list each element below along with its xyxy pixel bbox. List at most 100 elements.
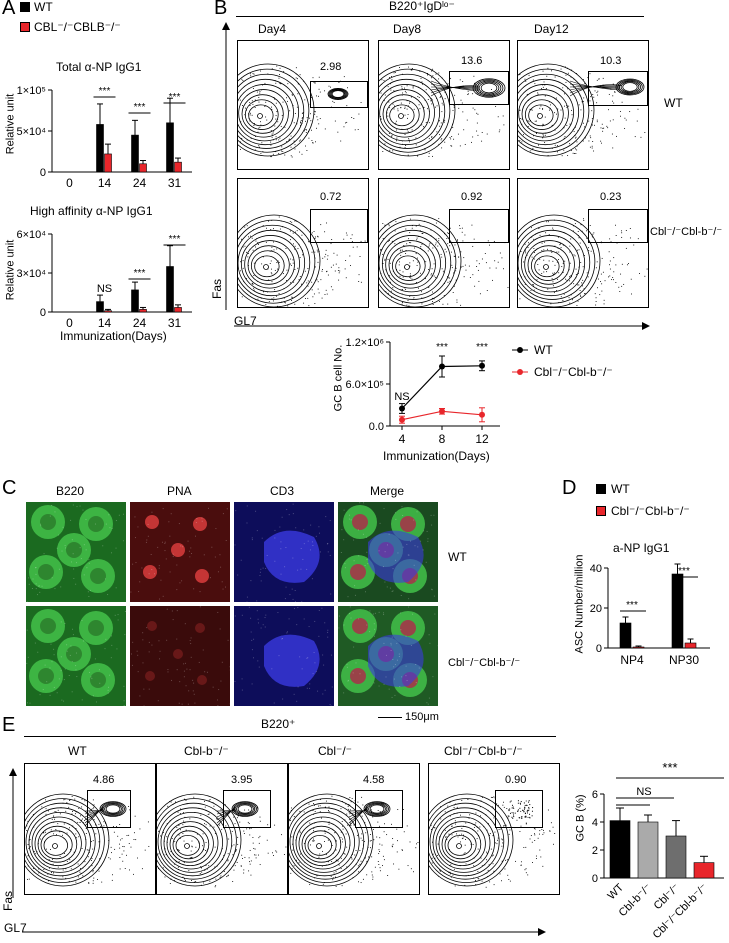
y-tick-label: 6.0×10⁵ <box>345 379 384 391</box>
sig-label: *** <box>436 342 448 353</box>
bar <box>104 153 112 173</box>
panel-b-header: B220⁺IgDˡᵒ⁻ <box>389 0 455 13</box>
x-tick-label: NP30 <box>669 653 699 667</box>
panel-letter-c: C <box>2 477 17 499</box>
day-label-8: Day8 <box>393 22 422 36</box>
micro-row-wt: WT <box>448 550 467 564</box>
x-tick-label: 0 <box>66 316 73 330</box>
micrograph-wt-b220 <box>26 502 126 602</box>
flow-plot-wt-day4: 2.98 <box>237 40 369 170</box>
bar <box>174 307 182 313</box>
legend-label-ko-d: Cbl⁻/⁻Cbl-b⁻/⁻ <box>611 504 690 518</box>
flow-plot-ko-day12: 0.23 <box>517 178 649 308</box>
sig-label: *** <box>99 86 111 97</box>
flow-plot-e-cblb: 3.95 <box>156 763 288 895</box>
micrograph-ko-cd3 <box>234 606 334 706</box>
flow-plot-ko-day8: 0.92 <box>378 178 510 308</box>
y-tick-label: 0 <box>596 643 602 655</box>
bar <box>96 301 104 313</box>
x-tick-label: 24 <box>133 316 147 330</box>
gl7-axis-label: GL7 <box>234 314 257 328</box>
legend-label-ko: CBL⁻/⁻CBLB⁻/⁻ <box>34 20 121 34</box>
gate-box <box>588 71 648 106</box>
micrograph-wt-cd3 <box>234 502 334 602</box>
sig-label: *** <box>626 600 638 611</box>
chart-title-high: High affinity α-NP IgG1 <box>30 204 153 218</box>
chart-title-total: Total α-NP IgG1 <box>56 60 142 74</box>
y-tick-label: 40 <box>590 563 602 575</box>
xlabel-gcb: Immunization(Days) <box>383 449 490 463</box>
day-label-12: Day12 <box>534 22 569 36</box>
bar <box>174 161 182 173</box>
bar <box>619 622 632 649</box>
bar <box>139 309 147 313</box>
gate-box <box>588 209 648 243</box>
micrograph-wt-pna <box>130 502 230 602</box>
gate-percentage: 3.95 <box>231 774 253 786</box>
sig-label: *** <box>134 268 146 279</box>
y-tick-label: 5×10⁴ <box>16 126 46 138</box>
bar <box>693 862 715 879</box>
fas-axis-label: Fas <box>210 278 225 300</box>
flow-plot-e-cbl: 4.58 <box>288 763 420 895</box>
micro-col-cd3: CD3 <box>270 484 295 498</box>
legend-label: Cbl⁻/⁻Cbl-b⁻/⁻ <box>534 365 613 379</box>
bar <box>131 289 139 313</box>
bar-chart-asc: 0 20 40 NP4 NP30 *** *** <box>590 563 710 667</box>
sig-label: *** <box>169 92 181 103</box>
gate-box <box>310 81 368 108</box>
bar <box>684 642 697 649</box>
micro-col-merge: Merge <box>370 484 405 498</box>
x-tick-label: 4 <box>399 432 406 446</box>
bar <box>166 266 174 313</box>
data-point <box>399 416 405 423</box>
micrograph-wt-merge <box>338 502 438 602</box>
gate-percentage: 13.6 <box>461 55 483 67</box>
x-tick-label: 8 <box>439 432 446 446</box>
gate-box <box>87 790 131 828</box>
bar <box>665 835 687 879</box>
x-tick-label: 24 <box>133 176 147 190</box>
legend-swatch-ko-d <box>596 506 606 516</box>
y-tick-label: 6×10⁴ <box>16 229 46 241</box>
fas-axis-arrow <box>222 22 230 310</box>
gate-percentage: 4.86 <box>93 774 115 786</box>
chart-title-anp: a-NP IgG1 <box>613 541 670 555</box>
x-tick-label: 31 <box>168 316 182 330</box>
sig-label: *** <box>662 760 677 775</box>
y-tick-label: 0 <box>592 873 598 885</box>
legend-swatch-wt <box>20 2 30 12</box>
flow-plot-wt-day12: 10.3 <box>517 40 649 170</box>
legend-label-wt-d: WT <box>611 482 630 496</box>
x-tick-label: 14 <box>98 316 112 330</box>
bar <box>609 820 631 879</box>
bar <box>139 163 147 173</box>
y-tick-label: 1.2×10⁶ <box>346 337 384 349</box>
bar <box>671 573 684 649</box>
bar <box>104 310 112 313</box>
bar <box>166 122 174 173</box>
gl7-axis-arrow <box>234 322 650 330</box>
row-label-wt: WT <box>664 96 683 110</box>
x-tick-label: NP4 <box>620 653 644 667</box>
micro-col-pna: PNA <box>167 484 192 498</box>
gate-percentage: 10.3 <box>600 55 622 67</box>
y-tick-label: 2 <box>592 845 598 857</box>
gate-box <box>449 71 509 105</box>
data-point <box>479 362 485 369</box>
row-label-ko: Cbl⁻/⁻Cbl-b⁻/⁻ <box>650 226 723 238</box>
panel-e-header: B220⁺ <box>261 717 296 731</box>
micrograph-ko-merge <box>338 606 438 706</box>
flow-plot-e-dko: 0.90 <box>428 763 560 895</box>
y-tick-label: 0.0 <box>369 421 384 433</box>
bar-chart-high: 0 3×10⁴ 6×10⁴ 0 14 24 31 NS *** *** <box>16 229 192 330</box>
gate-percentage: 0.92 <box>461 191 483 203</box>
micrograph-ko-pna <box>130 606 230 706</box>
panel-letter-e: E <box>2 714 16 736</box>
day-label-4: Day4 <box>258 22 287 36</box>
scale-bar-label: 150μm <box>405 711 439 723</box>
panel-b-header-line <box>236 16 644 17</box>
legend-marker <box>517 369 523 375</box>
group-label-cblb: Cbl-b⁻/⁻ <box>184 744 229 758</box>
